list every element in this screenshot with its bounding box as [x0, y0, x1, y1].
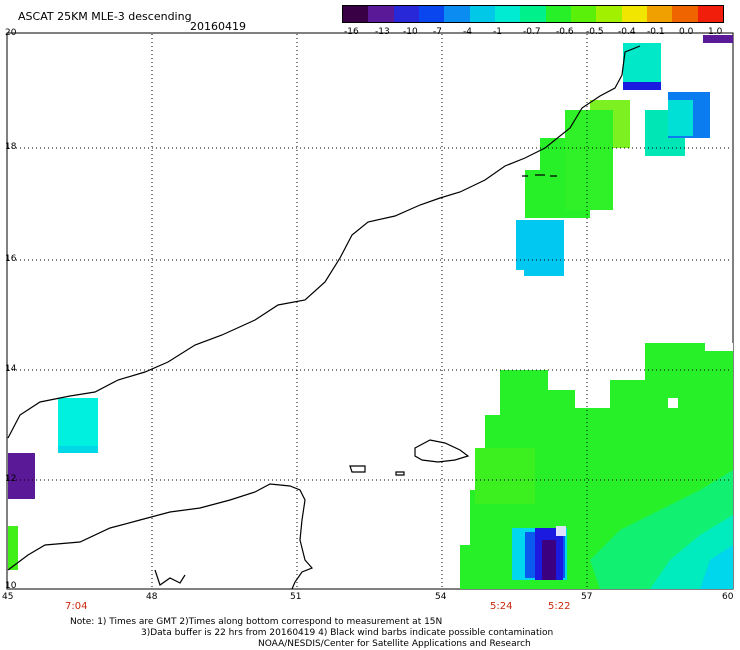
x-tick-label: 45 — [2, 592, 14, 602]
colorbar-label: -0.7 — [523, 27, 541, 37]
colorbar-swatch — [393, 6, 419, 22]
colorbar-label: -7 — [433, 27, 442, 37]
colorbar-label: -16 — [344, 27, 359, 37]
y-tick-label: 10 — [5, 581, 17, 591]
y-tick-label: 12 — [5, 474, 17, 484]
colorbar-label: -0.5 — [586, 27, 604, 37]
map-date: 20160419 — [190, 20, 246, 33]
colorbar-swatch — [368, 6, 394, 22]
colorbar-swatch — [444, 6, 470, 22]
colorbar-swatch — [494, 6, 521, 22]
colorbar-swatch — [570, 6, 597, 22]
x-tick-label: 51 — [290, 592, 302, 602]
colorbar-label: -10 — [403, 27, 418, 37]
colorbar-swatch — [621, 6, 647, 22]
colorbar-swatch — [596, 6, 622, 22]
time-label-2: 5:24 — [490, 601, 513, 612]
colorbar-label: -0.4 — [618, 27, 636, 37]
y-tick-label: 14 — [5, 364, 17, 374]
y-tick-label: 20 — [5, 28, 17, 38]
colorbar-label: -0.1 — [647, 27, 665, 37]
time-label-3: 5:22 — [548, 601, 571, 612]
map-title: ASCAT 25KM MLE-3 descending — [18, 10, 192, 23]
colorbar-swatch — [520, 6, 546, 22]
colorbar-label: -0.6 — [556, 27, 574, 37]
grid-lines — [8, 34, 732, 588]
colorbar-swatch — [343, 6, 369, 22]
y-tick-label: 18 — [5, 142, 17, 152]
time-label-1: 7:04 — [65, 601, 88, 612]
x-tick-label: 54 — [435, 592, 447, 602]
colorbar-label: -4 — [463, 27, 472, 37]
x-tick-label: 48 — [146, 592, 158, 602]
colorbar-label: 0.0 — [679, 27, 694, 37]
note-line-1: Note: 1) Times are GMT 2)Times along bot… — [70, 617, 443, 627]
map-frame — [6, 32, 734, 590]
colorbar-swatch — [672, 6, 698, 22]
colorbar-swatch — [545, 6, 571, 22]
colorbar-labels: -16 -13 -10 -7 -4 -1 -0.7 -0.6 -0.5 -0.4 -0.1 0.0 1.… — [330, 28, 738, 40]
wind-data-swaths — [8, 35, 733, 589]
x-tick-label: 57 — [581, 592, 593, 602]
y-tick-label: 16 — [5, 254, 17, 264]
colorbar-swatch — [418, 6, 445, 22]
colorbar-label: -13 — [375, 27, 390, 37]
colorbar-swatch — [469, 6, 495, 22]
note-line-2: 3)Data buffer is 22 hrs from 20160419 4)… — [141, 628, 554, 638]
colorbar-label: 1.0 — [708, 27, 723, 37]
coastlines — [7, 45, 641, 590]
x-tick-label: 60 — [722, 592, 734, 602]
colorbar-label: -1 — [493, 27, 502, 37]
colorbar-swatch — [646, 6, 673, 22]
note-line-3: NOAA/NESDIS/Center for Satellite Applica… — [258, 639, 531, 649]
colorbar — [342, 5, 724, 23]
colorbar-swatch — [697, 6, 723, 22]
